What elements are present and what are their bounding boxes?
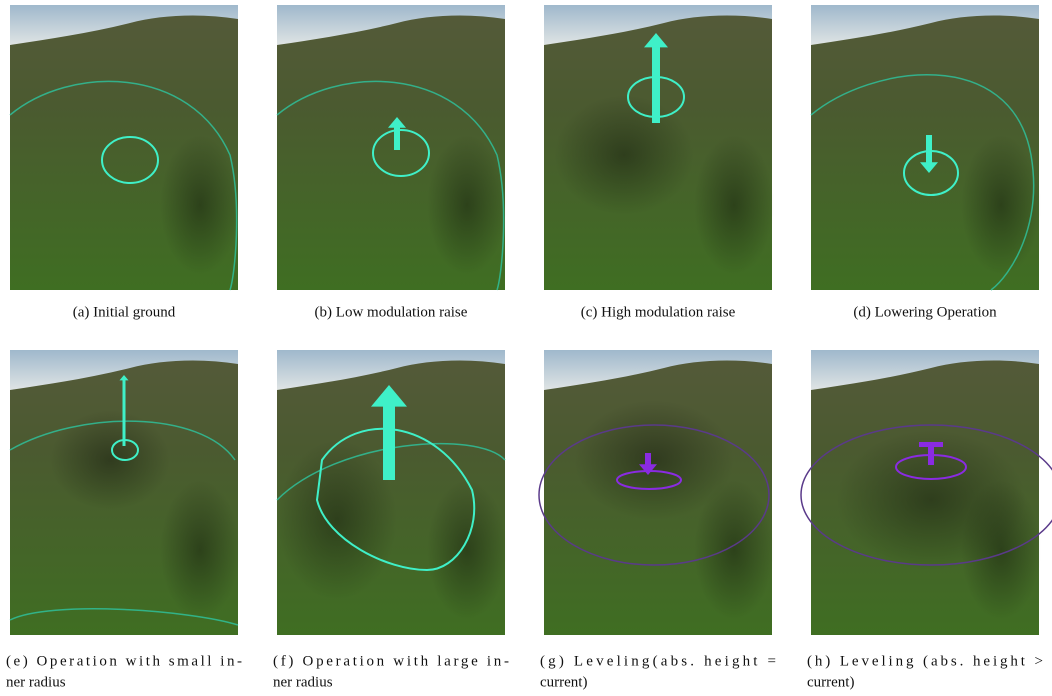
brush-inner-ring	[101, 136, 159, 184]
brush-outer-ring	[9, 608, 239, 626]
caption: (d) Lowering Operation	[853, 304, 997, 320]
panel	[810, 5, 1041, 291]
panel	[276, 350, 507, 635]
terrain-shade	[694, 135, 774, 275]
hill-shade	[50, 410, 170, 510]
brush-outer-ring	[276, 442, 506, 501]
arrow-head	[920, 162, 938, 173]
arrow-head	[371, 385, 407, 407]
terrain-shade	[961, 135, 1041, 275]
caption: ner radius	[6, 674, 66, 690]
panel	[800, 350, 1052, 635]
sky	[544, 5, 772, 45]
arrow-shaft	[645, 453, 651, 466]
arrow-shaft	[652, 45, 660, 123]
sky	[10, 350, 238, 390]
caption: (b) Low modulation raise	[315, 304, 468, 320]
brush-outer-ring	[9, 80, 238, 291]
brush-outer-ring	[9, 420, 236, 461]
caption: (f) Operation with large in-	[273, 653, 509, 669]
caption: (c) High modulation raise	[581, 304, 736, 320]
arrow-head	[119, 375, 129, 381]
sky	[811, 350, 1039, 390]
brush-outer-ring	[276, 80, 505, 291]
hill-shade	[574, 400, 734, 520]
sky	[277, 5, 505, 45]
panel	[9, 5, 240, 291]
brush-outer-ring	[810, 74, 1035, 291]
brush-inner-ring	[372, 129, 430, 177]
caption: (e) Operation with small in-	[6, 653, 242, 669]
arrow-shaft	[394, 126, 400, 150]
brush-outer-ring	[800, 424, 1052, 566]
level-cap	[919, 442, 943, 447]
level-stem	[928, 447, 934, 465]
panel	[544, 5, 774, 290]
arrow-shaft	[122, 379, 126, 446]
caption: (g) Leveling(abs. height =	[540, 653, 776, 669]
caption: (h) Leveling (abs. height >	[807, 653, 1043, 669]
caption: current)	[540, 674, 587, 690]
terrain-shade	[427, 480, 507, 620]
brush-outer-ring	[538, 424, 770, 566]
arrow-shaft	[926, 135, 932, 164]
terrain-shade	[160, 135, 240, 275]
panel	[9, 350, 240, 635]
sky	[811, 5, 1039, 45]
terrain-shade	[427, 135, 507, 275]
sky	[544, 350, 772, 390]
arrow-head	[639, 464, 657, 475]
arrow-shaft	[383, 404, 395, 480]
terrain-shade	[160, 480, 240, 620]
sky	[277, 350, 505, 390]
hill-shade	[554, 95, 694, 215]
caption: (a) Initial ground	[73, 304, 176, 320]
panel	[276, 5, 507, 291]
hill-shade	[836, 430, 1026, 570]
sky	[10, 5, 238, 45]
caption: current)	[807, 674, 854, 690]
terrain-shade	[694, 480, 774, 620]
arrow-head	[644, 33, 668, 48]
caption: ner radius	[273, 674, 333, 690]
panel	[538, 350, 774, 635]
hill-shade	[277, 440, 397, 600]
arrow-head	[388, 117, 406, 128]
